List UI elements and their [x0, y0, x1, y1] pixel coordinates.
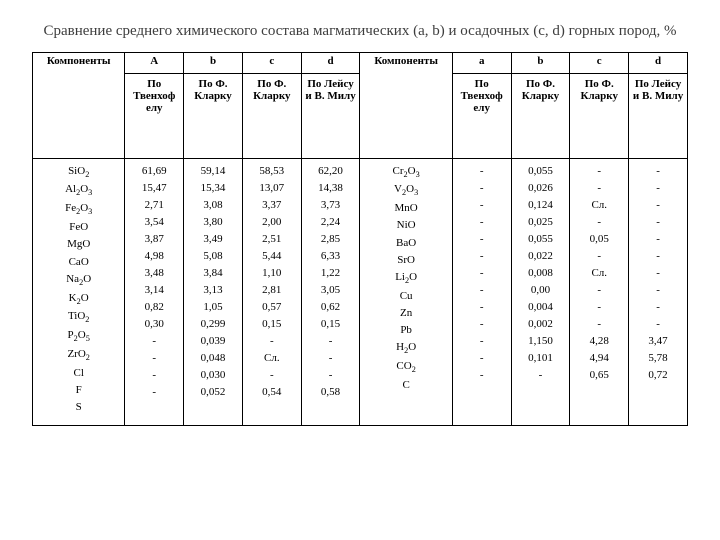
col-right-a: -------------	[452, 158, 511, 425]
col-right-c: --Сл.-0,05-Сл.---4,284,940,65	[570, 158, 629, 425]
sub-c2: По Ф. Кларку	[570, 73, 629, 158]
hdr-A: A	[125, 52, 184, 73]
hdr-c: c	[242, 52, 301, 73]
col-left-components: SiO2Al2O3Fe2O3FeOMgOCaONa2OK2OTiO2P2O5Zr…	[33, 158, 125, 425]
col-left-b: 59,1415,343,083,803,495,083,843,131,050,…	[184, 158, 243, 425]
sub-c: По Ф. Кларку	[242, 73, 301, 158]
hdr-components-left: Компоненты	[33, 52, 125, 158]
sub-b2: По Ф. Кларку	[511, 73, 570, 158]
hdr-a2: a	[452, 52, 511, 73]
col-right-components: Cr2O3V2O3MnONiOBaOSrOLi2OCuZnPbH2OCO2С	[360, 158, 452, 425]
col-right-b: 0,0550,0260,1240,0250,0550,0220,0080,000…	[511, 158, 570, 425]
hdr-d: d	[301, 52, 360, 73]
sub-d: По Лейсу и В. Милу	[301, 73, 360, 158]
col-left-d: 62,2014,383,732,242,856,331,223,050,620,…	[301, 158, 360, 425]
col-left-A: 61,6915,472,713,543,874,983,483,140,820,…	[125, 158, 184, 425]
sub-d2: По Лейсу и В. Милу	[629, 73, 688, 158]
col-right-d: ----------3,475,780,72	[629, 158, 688, 425]
page: Сравнение среднего химического состава м…	[0, 0, 720, 436]
sub-a2: По Твенхоф елу	[452, 73, 511, 158]
hdr-c2: c	[570, 52, 629, 73]
hdr-b2: b	[511, 52, 570, 73]
col-left-c: 58,5313,073,372,002,515,441,102,810,570,…	[242, 158, 301, 425]
page-title: Сравнение среднего химического состава м…	[32, 22, 688, 42]
hdr-components-right: Компоненты	[360, 52, 452, 158]
sub-b: По Ф. Кларку	[184, 73, 243, 158]
hdr-b: b	[184, 52, 243, 73]
sub-A: По Твенхоф елу	[125, 73, 184, 158]
hdr-d2: d	[629, 52, 688, 73]
composition-table: Компоненты A b c d Компоненты a b c d По…	[32, 52, 688, 426]
